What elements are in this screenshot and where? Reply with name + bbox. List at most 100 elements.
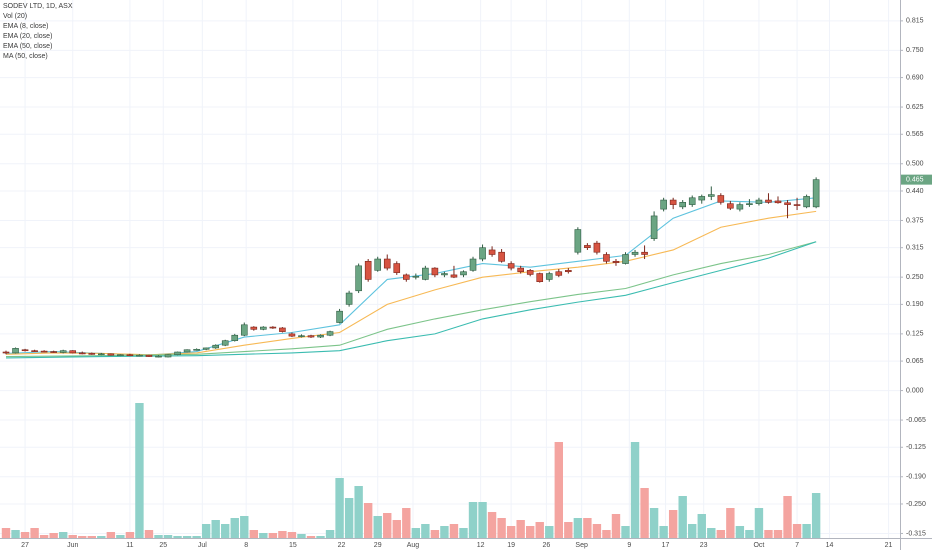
candle-body	[441, 273, 448, 276]
volume-bar	[526, 526, 535, 538]
candle-body	[117, 354, 124, 357]
candle-body	[479, 247, 486, 260]
volume-bar	[478, 502, 487, 538]
candle-body	[755, 199, 763, 204]
volume-bar	[621, 526, 630, 538]
candle-body	[422, 267, 429, 280]
volume-bar	[297, 534, 306, 538]
candle-body	[136, 354, 143, 357]
legend-entry: EMA (8, close)	[3, 23, 49, 30]
candle-body	[164, 354, 172, 358]
candle-body	[69, 350, 77, 354]
volume-bar	[182, 536, 192, 538]
y-tick-label: -0.250	[906, 501, 926, 508]
candle-body	[288, 333, 296, 337]
x-tick-label: 19	[507, 542, 515, 549]
y-tick-label: 0.565	[906, 131, 924, 138]
grid	[0, 0, 900, 538]
volume-bar	[411, 528, 421, 538]
x-tick-label: 9	[627, 542, 631, 549]
legend-entry: EMA (50, close)	[3, 43, 52, 50]
candle-body	[250, 326, 258, 330]
candle-body	[269, 326, 277, 329]
volume-bar	[564, 522, 573, 538]
volume-bar	[640, 488, 649, 538]
volume-bar	[363, 503, 373, 538]
volume-bar	[39, 535, 49, 538]
candle-body	[240, 324, 248, 336]
volume-bar	[668, 510, 678, 538]
volume-bar	[154, 535, 163, 538]
candle-body	[193, 348, 200, 351]
volume-bar	[697, 514, 706, 538]
candle-body	[641, 251, 648, 255]
volume-bar	[20, 532, 30, 538]
y-tick-label: -0.125	[906, 444, 926, 451]
candle-body	[565, 270, 572, 273]
volume-bar	[764, 530, 773, 538]
candle-body	[698, 196, 706, 201]
x-tick-label: 21	[885, 542, 893, 549]
volume-bar	[173, 536, 182, 538]
indicator-line	[5, 241, 817, 358]
volume-bar	[602, 530, 611, 538]
candle-body	[593, 242, 601, 253]
candle-body	[326, 331, 334, 336]
volume-bar	[745, 530, 754, 538]
x-tick-label: 22	[338, 542, 346, 549]
axes: 0.815 0.750 0.690 0.625 0.565 0.500 0.440 0.375…	[21, 18, 932, 549]
candle-body	[574, 229, 582, 253]
candle-body	[736, 204, 744, 210]
legend-entry: EMA (20, close)	[3, 33, 52, 40]
candle-body	[507, 263, 515, 269]
volume-bar	[659, 526, 668, 538]
volume-bar	[1, 528, 11, 538]
volume-bar	[497, 518, 506, 538]
volume-bar	[811, 493, 821, 538]
x-tick-label: 7	[795, 542, 799, 549]
candle-body	[679, 202, 686, 208]
volume-bar	[516, 520, 525, 538]
candle-body	[31, 350, 38, 352]
volume-bar	[163, 535, 173, 538]
indicator-line	[5, 210, 817, 356]
candle-body	[221, 340, 229, 346]
volume-bar	[287, 532, 297, 538]
volume-bar	[611, 514, 621, 538]
chart-title: SODEV LTD, 1D, ASX	[3, 3, 73, 10]
candle-body	[650, 215, 658, 239]
volume-bar	[468, 502, 478, 538]
candle-body	[517, 267, 524, 273]
y-tick-label: 0.750	[906, 47, 924, 54]
volume-bar	[583, 518, 592, 538]
volume-bar	[11, 530, 20, 538]
candle-body	[603, 254, 610, 262]
volume-bar	[754, 508, 764, 538]
candle-body	[393, 263, 401, 273]
candle-body	[260, 326, 267, 330]
volume-bar	[649, 508, 659, 538]
y-tick-label: 0.190	[906, 301, 924, 308]
volume-bar	[688, 524, 697, 538]
candle-body	[279, 327, 286, 332]
x-tick-label: 14	[826, 542, 834, 549]
candle-body	[688, 197, 696, 205]
volume-bar	[240, 516, 249, 538]
y-tick-label: 0.815	[906, 18, 924, 25]
volume-bar	[211, 520, 220, 538]
volume-bar	[421, 524, 430, 538]
volume-bar	[68, 535, 77, 538]
candle-body	[622, 254, 629, 264]
volume-bar	[87, 536, 96, 538]
volume-bar	[449, 524, 459, 538]
x-tick-label: 26	[543, 542, 551, 549]
candle-body	[793, 204, 801, 206]
volume-bar	[259, 533, 268, 538]
candle-body	[498, 251, 505, 262]
volume-bar	[430, 530, 440, 538]
candle-body	[355, 265, 362, 292]
candle-body	[631, 251, 639, 255]
volume-bar	[125, 532, 135, 538]
candle-body	[21, 349, 29, 352]
